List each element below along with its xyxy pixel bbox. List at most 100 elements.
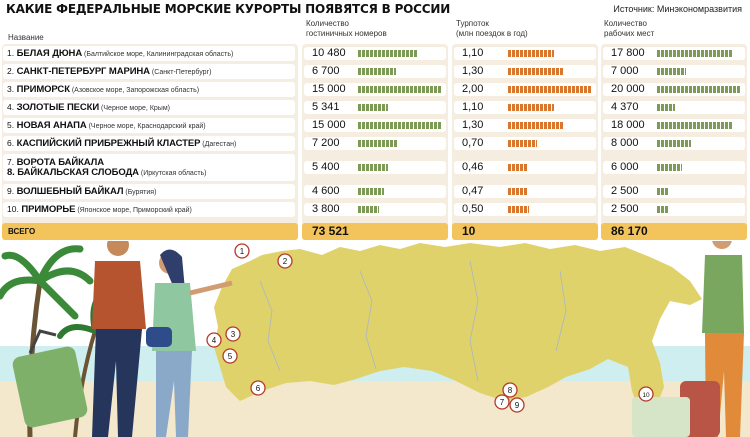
row-line: 3. ПРИМОРСК (Азовское море, Запорожская … [7, 83, 295, 95]
resort-name: БЕЛАЯ ДЮНА [14, 47, 83, 59]
resort-name: ПРИМОРСК [14, 83, 70, 95]
map-marker: 8 [502, 382, 518, 398]
resort-region: (Дагестан) [200, 140, 237, 148]
header-jobs: Количество рабочих мест [604, 19, 655, 38]
row-line: 2. САНКТ-ПЕТЕРБУРГ МАРИНА (Санкт-Петербу… [7, 65, 295, 77]
value-cell-tourflow: 0,47 [454, 185, 596, 198]
page-title: КАКИЕ ФЕДЕРАЛЬНЫЕ МОРСКИЕ КУРОРТЫ ПОЯВЯТ… [6, 2, 451, 16]
value-cell-rooms: 7 200 [304, 137, 446, 150]
value-tourflow: 0,46 [462, 161, 484, 173]
value-rooms: 7 200 [312, 137, 340, 149]
map-marker: 4 [206, 332, 222, 348]
illustration: 1 2 3 4 5 6 789 10 [0, 241, 750, 437]
value-tourflow: 1,30 [462, 65, 484, 77]
value-cell-rooms: 10 480 [304, 47, 446, 60]
row-line: 9. ВОЛШЕБНЫЙ БАЙКАЛ (Бурятия) [7, 185, 295, 197]
value-cell-rooms: 3 800 [304, 203, 446, 216]
row-line: 5. НОВАЯ АНАПА (Черное море, Краснодарск… [7, 119, 295, 131]
marker-label: 6 [256, 384, 261, 393]
total-tourflow-box: 10 [452, 223, 598, 240]
bar-tourflow [508, 86, 592, 93]
traveler-right [632, 241, 744, 437]
value-tourflow: 2,00 [462, 83, 484, 95]
row-number: 10. [7, 203, 19, 214]
bar-rooms [358, 68, 396, 75]
resort-region: (Азовское море, Запорожская область) [69, 86, 200, 94]
value-tourflow: 0,47 [462, 185, 484, 197]
value-rooms: 6 700 [312, 65, 340, 77]
marker-label: 5 [228, 352, 233, 361]
value-jobs: 20 000 [611, 83, 645, 95]
suitcase-icon [12, 329, 88, 428]
marker-label: 7 [500, 398, 505, 407]
source-note: Источник: Минэкономразвития [613, 4, 742, 14]
value-jobs: 2 500 [611, 185, 639, 197]
bar-rooms [358, 104, 388, 111]
row-number: 4. [7, 101, 15, 112]
value-jobs: 7 000 [611, 65, 639, 77]
row-line: 4. ЗОЛОТЫЕ ПЕСКИ (Черное море, Крым) [7, 101, 295, 113]
value-cell-rooms: 6 700 [304, 65, 446, 78]
total-jobs-box: 86 170 [601, 223, 747, 240]
bar-rooms [358, 122, 442, 129]
value-cell-rooms: 15 000 [304, 119, 446, 132]
value-jobs: 4 370 [611, 101, 639, 113]
total-jobs: 86 170 [611, 224, 648, 238]
total-label-box: ВСЕГО [2, 223, 298, 240]
header-rooms: Количество гостиничных номеров [306, 19, 387, 38]
value-cell-tourflow: 0,70 [454, 137, 596, 150]
table-row: 5. НОВАЯ АНАПА (Черное море, Краснодарск… [3, 118, 295, 133]
bar-jobs [657, 206, 668, 213]
rivers [259, 260, 567, 382]
bar-tourflow [508, 164, 528, 171]
value-tourflow: 0,70 [462, 137, 484, 149]
bar-rooms [358, 86, 442, 93]
value-jobs: 17 800 [611, 47, 645, 59]
row-line: 1. БЕЛАЯ ДЮНА (Балтийское море, Калининг… [7, 47, 295, 59]
bag-icon [632, 397, 690, 437]
row-line: 10. ПРИМОРЬЕ (Японское море, Приморский … [7, 203, 295, 215]
resort-name: НОВАЯ АНАПА [14, 119, 87, 131]
bar-tourflow [508, 188, 528, 195]
value-rooms: 10 480 [312, 47, 346, 59]
resort-name: САНКТ-ПЕТЕРБУРГ МАРИНА [14, 65, 150, 77]
value-cell-jobs: 8 000 [603, 137, 745, 150]
map-marker: 9 [509, 397, 525, 413]
handbag-icon [146, 327, 172, 347]
bar-jobs [657, 122, 733, 129]
total-tourflow: 10 [462, 224, 476, 238]
value-cell-rooms: 4 600 [304, 185, 446, 198]
value-rooms: 4 600 [312, 185, 340, 197]
total-rooms-box: 73 521 [302, 223, 448, 240]
row-number: 6. [7, 137, 15, 148]
marker-label: 3 [231, 330, 236, 339]
value-cell-tourflow: 1,30 [454, 65, 596, 78]
value-jobs: 18 000 [611, 119, 645, 131]
resort-name: ВОЛШЕБНЫЙ БАЙКАЛ [14, 185, 124, 197]
value-cell-rooms: 15 000 [304, 83, 446, 96]
marker-label: 2 [283, 257, 288, 266]
row-number: 7. [7, 156, 15, 167]
resort-name: ЗОЛОТЫЕ ПЕСКИ [14, 101, 100, 113]
value-tourflow: 1,30 [462, 119, 484, 131]
man-figure [92, 241, 146, 437]
bar-jobs [657, 68, 687, 75]
bar-rooms [358, 206, 380, 213]
value-cell-jobs: 4 370 [603, 101, 745, 114]
map-marker: 1 [234, 243, 250, 259]
value-tourflow: 1,10 [462, 101, 484, 113]
row-number: 1. [7, 47, 15, 58]
table-row: 2. САНКТ-ПЕТЕРБУРГ МАРИНА (Санкт-Петербу… [3, 64, 295, 79]
value-cell-jobs: 20 000 [603, 83, 745, 96]
resort-region: (Черное море, Краснодарский край) [86, 122, 206, 130]
marker-label: 4 [212, 336, 217, 345]
table-row: 4. ЗОЛОТЫЕ ПЕСКИ (Черное море, Крым) [3, 100, 295, 115]
marker-label: 9 [515, 401, 520, 410]
table-row: 1. БЕЛАЯ ДЮНА (Балтийское море, Калининг… [3, 46, 295, 61]
value-cell-jobs: 2 500 [603, 203, 745, 216]
total-rooms: 73 521 [312, 224, 349, 238]
map-marker: 5 [222, 348, 238, 364]
table-row: 7. ВОРОТА БАЙКАЛА 8. БАЙКАЛЬСКАЯ СЛОБОДА … [3, 154, 295, 181]
value-tourflow: 1,10 [462, 47, 484, 59]
